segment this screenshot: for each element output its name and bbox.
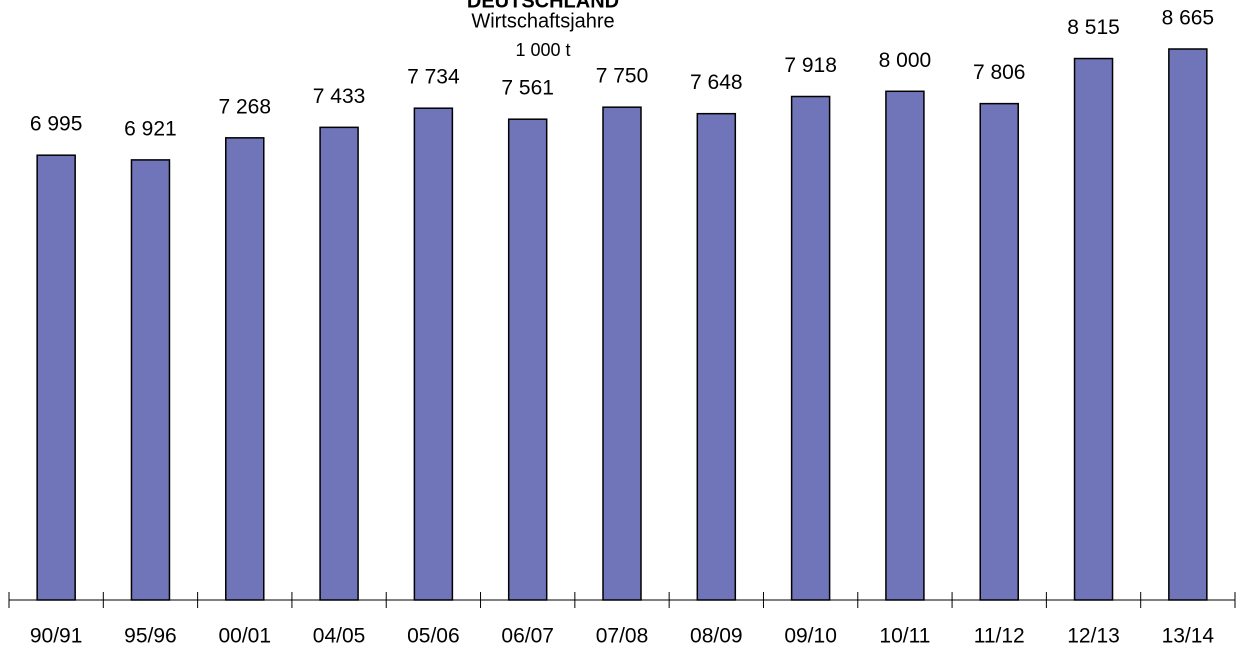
bar	[790, 95, 831, 601]
x-tick-label: 10/11	[879, 625, 930, 648]
x-tick-label: 09/10	[784, 625, 837, 648]
data-label: 6 995	[30, 113, 83, 136]
x-tick-label: 90/91	[30, 625, 83, 648]
data-label: 6 921	[124, 117, 177, 140]
x-tick-label: 13/14	[1162, 625, 1215, 648]
data-label: 7 433	[313, 85, 366, 108]
bar	[130, 159, 171, 601]
x-tick-label: 00/01	[218, 625, 271, 648]
bar	[979, 102, 1019, 601]
bar	[1168, 48, 1208, 601]
data-label: 7 648	[690, 71, 743, 94]
bar	[885, 90, 925, 601]
chart-subtitle: Wirtschaftsjahre	[471, 10, 614, 32]
x-tick-label: 06/07	[501, 625, 554, 648]
x-tick-label: 04/05	[313, 625, 366, 648]
bar	[1073, 57, 1114, 601]
data-label: 7 561	[501, 77, 554, 100]
x-tick-label: 08/09	[690, 625, 743, 648]
bar	[319, 126, 359, 601]
x-tick-label: 12/13	[1067, 625, 1120, 648]
bar	[36, 154, 76, 601]
bar	[225, 137, 265, 601]
data-label: 7 734	[407, 66, 460, 89]
data-label: 8 000	[879, 49, 932, 72]
bar	[696, 112, 737, 601]
x-tick-label: 05/06	[407, 625, 460, 648]
data-label: 7 918	[784, 54, 837, 77]
x-tick-label: 11/12	[974, 625, 1025, 648]
data-label: 8 665	[1162, 7, 1215, 30]
data-label: 7 806	[973, 61, 1026, 84]
unit-label: 1 000 t	[515, 40, 570, 60]
x-tick-label: 95/96	[124, 625, 177, 648]
data-label: 7 268	[218, 95, 271, 118]
data-label: 8 515	[1067, 16, 1120, 39]
bar	[507, 118, 548, 601]
bar	[602, 106, 642, 601]
data-label: 7 750	[596, 65, 649, 88]
chart-title: DEUTSCHLAND	[467, 0, 619, 12]
x-tick-label: 07/08	[596, 625, 649, 648]
bar	[413, 107, 454, 601]
